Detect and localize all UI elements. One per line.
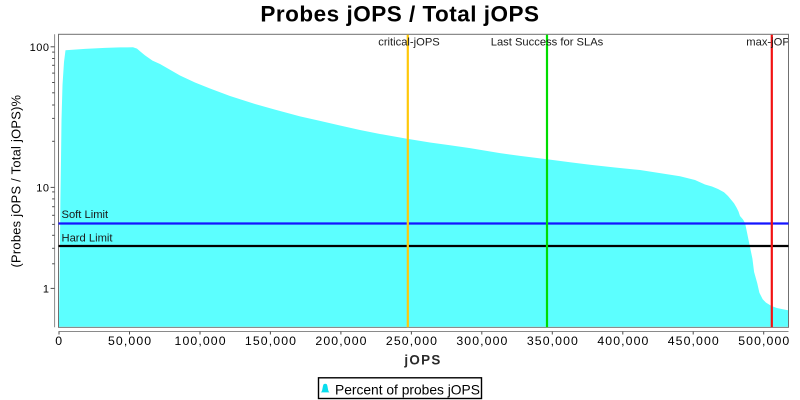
svg-text:450,000: 450,000 bbox=[668, 334, 720, 348]
svg-text:1: 1 bbox=[43, 284, 50, 296]
svg-text:Soft Limit: Soft Limit bbox=[62, 209, 110, 221]
svg-text:250,000: 250,000 bbox=[386, 334, 438, 348]
svg-text:Hard Limit: Hard Limit bbox=[62, 233, 114, 245]
svg-text:0: 0 bbox=[55, 334, 63, 348]
svg-text:400,000: 400,000 bbox=[597, 334, 649, 348]
svg-text:(Probes jOPS / Total jOPS)%: (Probes jOPS / Total jOPS)% bbox=[9, 95, 24, 268]
svg-text:100: 100 bbox=[30, 42, 50, 54]
svg-text:100,000: 100,000 bbox=[175, 334, 227, 348]
svg-text:50,000: 50,000 bbox=[108, 334, 152, 348]
svg-text:Percent of probes jOPS: Percent of probes jOPS bbox=[335, 382, 480, 397]
svg-text:300,000: 300,000 bbox=[456, 334, 508, 348]
svg-text:350,000: 350,000 bbox=[527, 334, 579, 348]
svg-text:jOPS: jOPS bbox=[403, 353, 441, 368]
svg-text:critical-jOPS: critical-jOPS bbox=[378, 37, 440, 49]
svg-text:Probes jOPS / Total jOPS: Probes jOPS / Total jOPS bbox=[260, 2, 539, 27]
svg-text:Last Success for SLAs: Last Success for SLAs bbox=[491, 37, 604, 49]
svg-text:500,000: 500,000 bbox=[738, 334, 790, 348]
svg-text:max-jOPS: max-jOPS bbox=[746, 37, 797, 49]
svg-text:200,000: 200,000 bbox=[315, 334, 367, 348]
svg-text:10: 10 bbox=[36, 183, 49, 195]
svg-text:150,000: 150,000 bbox=[245, 334, 297, 348]
